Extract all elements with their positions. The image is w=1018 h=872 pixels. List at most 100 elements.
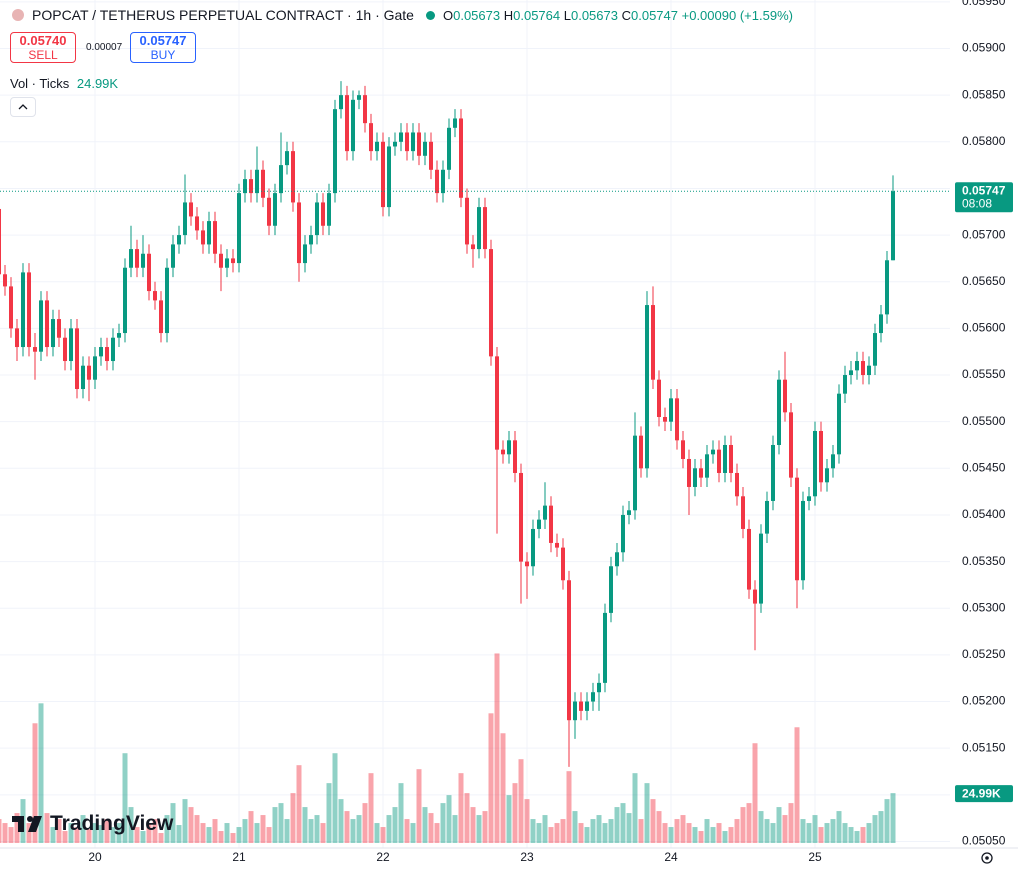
candle-body — [111, 337, 115, 362]
buy-label: BUY — [150, 48, 176, 62]
buy-price: 0.05747 — [139, 33, 187, 48]
candle-body — [351, 99, 355, 152]
y-tick-label: 0.05450 — [962, 460, 1006, 474]
candle-body — [279, 165, 283, 194]
candle-body — [399, 132, 403, 142]
candle-body — [627, 510, 631, 515]
sell-button[interactable]: 0.05740 SELL — [10, 32, 76, 63]
candle-body — [729, 444, 733, 473]
volume-bar — [410, 823, 416, 843]
volume-bar — [740, 807, 746, 843]
candle-body — [237, 193, 241, 264]
candle-body — [51, 319, 55, 348]
volume-bar — [458, 773, 464, 843]
volume-bar — [260, 815, 266, 843]
volume-bar — [572, 811, 578, 843]
candle-body — [375, 141, 379, 152]
y-tick-label: 0.05400 — [962, 507, 1006, 521]
symbol-title[interactable]: POPCAT / TETHERUS PERPETUAL CONTRACT · 1… — [32, 7, 414, 23]
last-price-box — [955, 182, 1013, 213]
volume-bar — [860, 827, 866, 843]
candle-body — [741, 496, 745, 529]
volume-bar — [266, 827, 272, 843]
volume-bar — [404, 819, 410, 843]
y-tick-label: 0.05650 — [962, 274, 1006, 288]
volume-bar — [710, 827, 716, 843]
volume-bar — [428, 813, 434, 843]
volume-bar — [500, 733, 506, 843]
candle-body — [489, 249, 493, 357]
candle-body — [483, 207, 487, 250]
candle-body — [243, 179, 247, 194]
candle-body — [681, 440, 685, 459]
candle-body — [507, 440, 511, 455]
candle-body — [879, 314, 883, 334]
candle-body — [675, 398, 679, 441]
candle-body — [849, 370, 853, 376]
y-tick-label: 0.05800 — [962, 134, 1006, 148]
candle-body — [423, 141, 427, 156]
volume-bar — [734, 819, 740, 843]
volume-bar — [284, 819, 290, 843]
candle-body — [33, 347, 37, 352]
volume-bar — [512, 783, 518, 843]
sell-price: 0.05740 — [19, 33, 67, 48]
candle-body — [291, 151, 295, 203]
volume-bar — [200, 823, 206, 843]
x-tick-label: 20 — [88, 850, 102, 864]
candle-body — [789, 412, 793, 478]
volume-bar — [548, 827, 554, 843]
candle-body — [21, 272, 25, 348]
candle-body — [591, 692, 595, 702]
volume-bar — [290, 793, 296, 843]
volume-bar — [770, 823, 776, 843]
volume-bar — [218, 831, 224, 843]
volume-bar — [542, 815, 548, 843]
candle-body — [771, 444, 775, 501]
candle-body — [393, 141, 397, 147]
collapse-icon — [18, 104, 28, 110]
volume-bar — [620, 803, 626, 843]
candle-body — [27, 272, 31, 348]
y-tick-label: 0.05700 — [962, 227, 1006, 241]
candle-body — [717, 449, 721, 473]
candle-body — [525, 561, 529, 567]
buy-button[interactable]: 0.05747 BUY — [130, 32, 196, 63]
candle-body — [249, 179, 253, 194]
volume-bar — [254, 823, 260, 843]
plot-area — [0, 0, 950, 848]
candle-body — [777, 379, 781, 445]
candle-body — [513, 440, 517, 473]
volume-bar — [176, 825, 182, 843]
collapse-button[interactable] — [10, 97, 36, 117]
volume-bar — [644, 783, 650, 843]
x-tick-label: 23 — [520, 850, 534, 864]
volume-value: 24.99K — [76, 76, 119, 91]
candle-body — [369, 123, 373, 152]
volume-bar — [464, 793, 470, 843]
candle-body — [873, 333, 877, 366]
volume-bar — [830, 819, 836, 843]
ohlc-values: O0.05673 H0.05764 L0.05673 C0.05747 +0.0… — [443, 8, 793, 23]
volume-bar — [68, 823, 74, 843]
y-tick-label: 0.05050 — [962, 834, 1006, 848]
volume-bar — [278, 803, 284, 843]
volume-bar — [380, 827, 386, 843]
volume-axis-label: 24.99K — [962, 786, 1001, 800]
candle-body — [141, 253, 145, 268]
y-tick-label: 0.05300 — [962, 600, 1006, 614]
volume-bar — [50, 827, 56, 843]
volume-title: Vol · Ticks — [10, 76, 70, 91]
candle-body — [171, 244, 175, 268]
volume-bar — [164, 815, 170, 843]
settings-icon[interactable] — [981, 852, 993, 864]
volume-bar — [62, 831, 68, 843]
candle-body — [3, 274, 7, 287]
candle-body — [687, 458, 691, 487]
candle-body — [537, 519, 541, 529]
candle-body — [0, 208, 1, 275]
volume-bar — [110, 827, 116, 843]
y-tick-label: 0.05250 — [962, 647, 1006, 661]
volume-bar — [170, 803, 176, 843]
